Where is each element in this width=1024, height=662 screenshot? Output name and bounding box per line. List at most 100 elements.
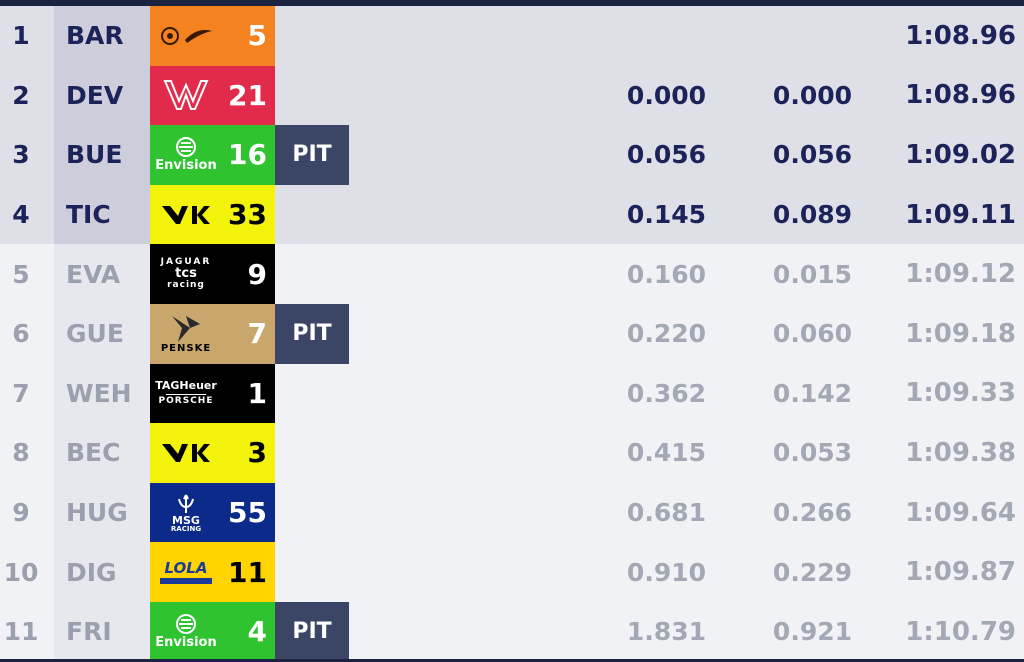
standings-row[interactable]: 2 DEV 21 0.000 0.000 1:08.96 [0,65,1024,126]
standings-row[interactable]: 5 EVA JAGUAR tcs racing 9 0.160 0.015 1:09.12 [0,244,1024,304]
team-badge: LOLA 11 [150,542,275,602]
position: 6 [12,319,30,349]
position: 2 [12,80,30,110]
bottom-border [0,659,1024,662]
car-number: 5 [247,19,267,53]
team-logo-icon: JAGUAR tcs racing [156,249,216,299]
team-logo-icon: LOLA [156,547,216,597]
position: 1 [12,21,30,51]
interval: 0.060 [772,319,852,349]
interval: 0.089 [772,200,852,230]
lap-time: 1:09.02 [905,139,1016,170]
driver-code: GUE [54,304,150,364]
gap-to-leader: 0.362 [626,378,706,408]
driver-code: EVA [54,244,150,304]
lap-time: 1:09.18 [905,318,1016,349]
team-logo-icon: Envision [155,607,217,657]
position: 3 [12,140,30,170]
standings-row[interactable]: 7 WEH TAGHeuer PORSCHE 1 0.362 0.142 1:09.33 [0,363,1024,424]
driver-code: HUG [54,482,150,543]
top-border [0,0,1024,6]
lap-time: 1:09.33 [905,378,1016,409]
car-number: 7 [247,317,267,351]
lap-time: 1:09.64 [905,497,1016,528]
standings-row[interactable]: 6 GUE PENSKE 7 PIT 0.220 0.060 1:09.18 [0,304,1024,364]
team-logo-icon [156,11,216,61]
porsche-logo-line1: TAGHeuer [155,378,217,392]
driver-code: BUE [54,125,150,185]
maserati-logo-line2: RACING [170,524,202,533]
position: 8 [12,438,30,468]
team-badge: TAGHeuer PORSCHE 1 [150,363,275,424]
team-logo-icon [156,190,216,240]
team-logo-icon: TAGHeuer PORSCHE [155,368,217,418]
envision-logo-text: Envision [155,158,217,174]
car-number: 4 [247,615,267,649]
pit-badge: PIT [275,125,349,185]
jaguar-logo-line1: JAGUAR [160,256,212,267]
lap-time: 1:08.96 [905,80,1016,111]
team-badge: Envision 4 [150,602,275,662]
lap-time: 1:08.96 [905,20,1016,51]
standings-row[interactable]: 9 HUG MSG RACING 55 0.681 0.266 1:09.64 [0,482,1024,543]
interval: 0.921 [772,617,852,647]
team-logo-icon: MSG RACING [156,488,216,538]
penske-logo-text: PENSKE [160,342,212,354]
gap-to-leader: 0.910 [626,557,706,587]
team-badge: Envision 16 [150,125,275,185]
car-number: 55 [228,496,267,530]
gap-to-leader: 0.681 [626,498,706,528]
standings-row[interactable]: 4 TIC 33 0.145 0.089 1:09.11 [0,184,1024,245]
jaguar-logo-line3: racing [167,280,205,290]
car-number: 11 [228,555,267,589]
interval: 0.056 [772,140,852,170]
gap-to-leader [560,6,706,66]
lola-logo-text: LOLA [164,558,208,577]
position: 9 [12,498,30,528]
driver-code: BEC [54,423,150,483]
standings-row[interactable]: 1 BAR 5 1:08.96 [0,6,1024,66]
position: 4 [12,200,30,230]
jaguar-logo-line2: tcs [175,266,197,282]
lap-time: 1:09.87 [905,557,1016,588]
team-badge: 21 [150,65,275,126]
interval: 0.000 [772,80,852,110]
interval: 0.229 [772,557,852,587]
porsche-logo-line2: PORSCHE [158,395,214,406]
interval [700,6,852,66]
lap-time: 1:09.11 [905,199,1016,230]
pit-badge: PIT [275,602,349,662]
envision-logo-text: Envision [155,635,217,651]
position: 10 [3,557,39,587]
interval: 0.015 [772,259,852,289]
gap-to-leader: 0.160 [626,259,706,289]
car-number: 16 [228,138,267,172]
car-number: 33 [228,198,267,232]
driver-code: DEV [54,65,150,126]
driver-code: FRI [54,602,150,662]
gap-to-leader: 0.145 [626,200,706,230]
driver-code: TIC [54,184,150,245]
gap-to-leader: 0.220 [626,319,706,349]
team-badge: MSG RACING 55 [150,482,275,543]
interval: 0.142 [772,378,852,408]
car-number: 21 [228,78,267,112]
team-badge: JAGUAR tcs racing 9 [150,244,275,304]
driver-code: BAR [54,6,150,66]
standings-row[interactable]: 11 FRI Envision 4 PIT 1.831 0.921 1:10.79 [0,602,1024,662]
car-number: 1 [247,376,267,410]
lap-time: 1:09.38 [905,437,1016,468]
position: 5 [12,259,30,289]
lap-time: 1:09.12 [905,259,1016,290]
standings-row[interactable]: 10 DIG LOLA 11 0.910 0.229 1:09.87 [0,542,1024,602]
gap-to-leader: 1.831 [626,617,706,647]
lap-time: 1:10.79 [905,616,1016,647]
team-logo-icon: PENSKE [156,309,216,359]
standings-row[interactable]: 8 BEC 3 0.415 0.053 1:09.38 [0,423,1024,483]
car-number: 3 [247,436,267,470]
standings-row[interactable]: 3 BUE Envision 16 PIT 0.056 0.056 1:09.02 [0,125,1024,185]
team-badge: 5 [150,6,275,66]
gap-to-leader: 0.056 [626,140,706,170]
position: 7 [12,378,30,408]
